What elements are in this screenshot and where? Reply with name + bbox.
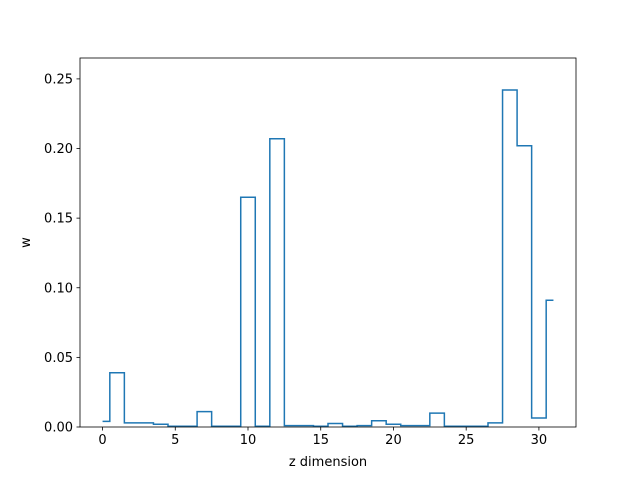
x-tick-label: 0 [98, 433, 106, 448]
x-tick-label: 20 [385, 433, 402, 448]
x-axis-label: z dimension [289, 455, 367, 470]
y-tick-label: 0.20 [44, 142, 73, 157]
y-tick-label: 0.10 [44, 281, 73, 296]
y-tick-label: 0.15 [44, 212, 73, 227]
series-line-0 [102, 89, 554, 428]
x-tick-label: 25 [458, 433, 475, 448]
x-tick-label: 15 [312, 433, 329, 448]
plot-area [102, 89, 554, 428]
axes-frame [79, 57, 577, 428]
y-tick-label: 0.05 [44, 351, 73, 366]
x-tick-label: 10 [240, 433, 257, 448]
axes: 0 5 10 15 20 25 30 0.00 0.05 0.10 0.15 0.20 0.25 [44, 57, 577, 448]
y-tick-label: 0.25 [44, 72, 73, 87]
y-tick-label: 0.00 [44, 421, 73, 436]
x-tick-label: 30 [531, 433, 548, 448]
x-tick-label: 5 [171, 433, 179, 448]
y-axis-label: w [19, 237, 34, 248]
